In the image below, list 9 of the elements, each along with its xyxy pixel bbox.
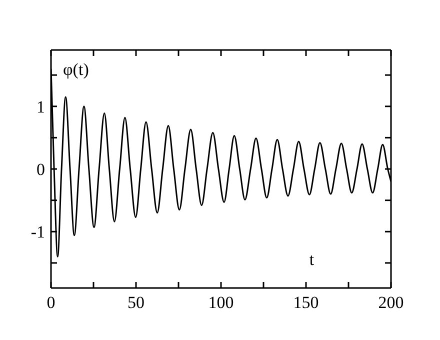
y-tick-label: 0 [36, 160, 45, 180]
x-tick-label: 50 [128, 293, 144, 312]
x-axis-title: t [309, 250, 314, 270]
y-tick-label: 1 [36, 97, 45, 116]
x-tick-label: 100 [208, 293, 234, 312]
x-tick-label: 150 [293, 293, 319, 312]
y-axis-title: φ(t) [63, 60, 89, 80]
y-tick-label: -1 [30, 222, 45, 242]
x-tick-label: 200 [378, 293, 404, 312]
